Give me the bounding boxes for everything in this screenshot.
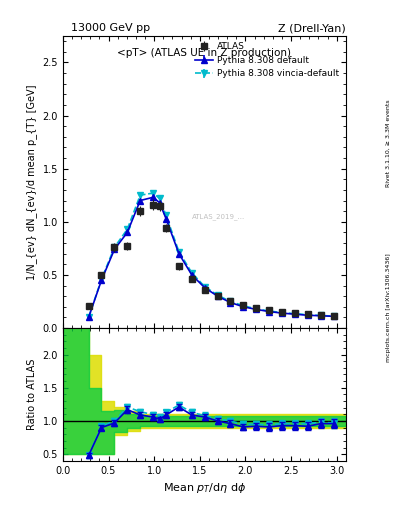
Text: Z (Drell-Yan): Z (Drell-Yan) [278, 23, 346, 33]
Y-axis label: Ratio to ATLAS: Ratio to ATLAS [27, 359, 37, 430]
Text: mcplots.cern.ch [arXiv:1306.3436]: mcplots.cern.ch [arXiv:1306.3436] [386, 253, 391, 361]
Y-axis label: 1/N_{ev} dN_{ev}/d mean p_{T} [GeV]: 1/N_{ev} dN_{ev}/d mean p_{T} [GeV] [26, 84, 37, 280]
X-axis label: Mean $p_T$/d$\eta$ d$\phi$: Mean $p_T$/d$\eta$ d$\phi$ [163, 481, 246, 495]
Text: 13000 GeV pp: 13000 GeV pp [71, 23, 150, 33]
Legend: ATLAS, Pythia 8.308 default, Pythia 8.308 vincia-default: ATLAS, Pythia 8.308 default, Pythia 8.30… [191, 38, 343, 82]
Text: <pT> (ATLAS UE in Z production): <pT> (ATLAS UE in Z production) [118, 48, 291, 57]
Text: Rivet 3.1.10, ≥ 3.3M events: Rivet 3.1.10, ≥ 3.3M events [386, 99, 391, 187]
Text: ATLAS_2019_...: ATLAS_2019_... [192, 214, 245, 220]
